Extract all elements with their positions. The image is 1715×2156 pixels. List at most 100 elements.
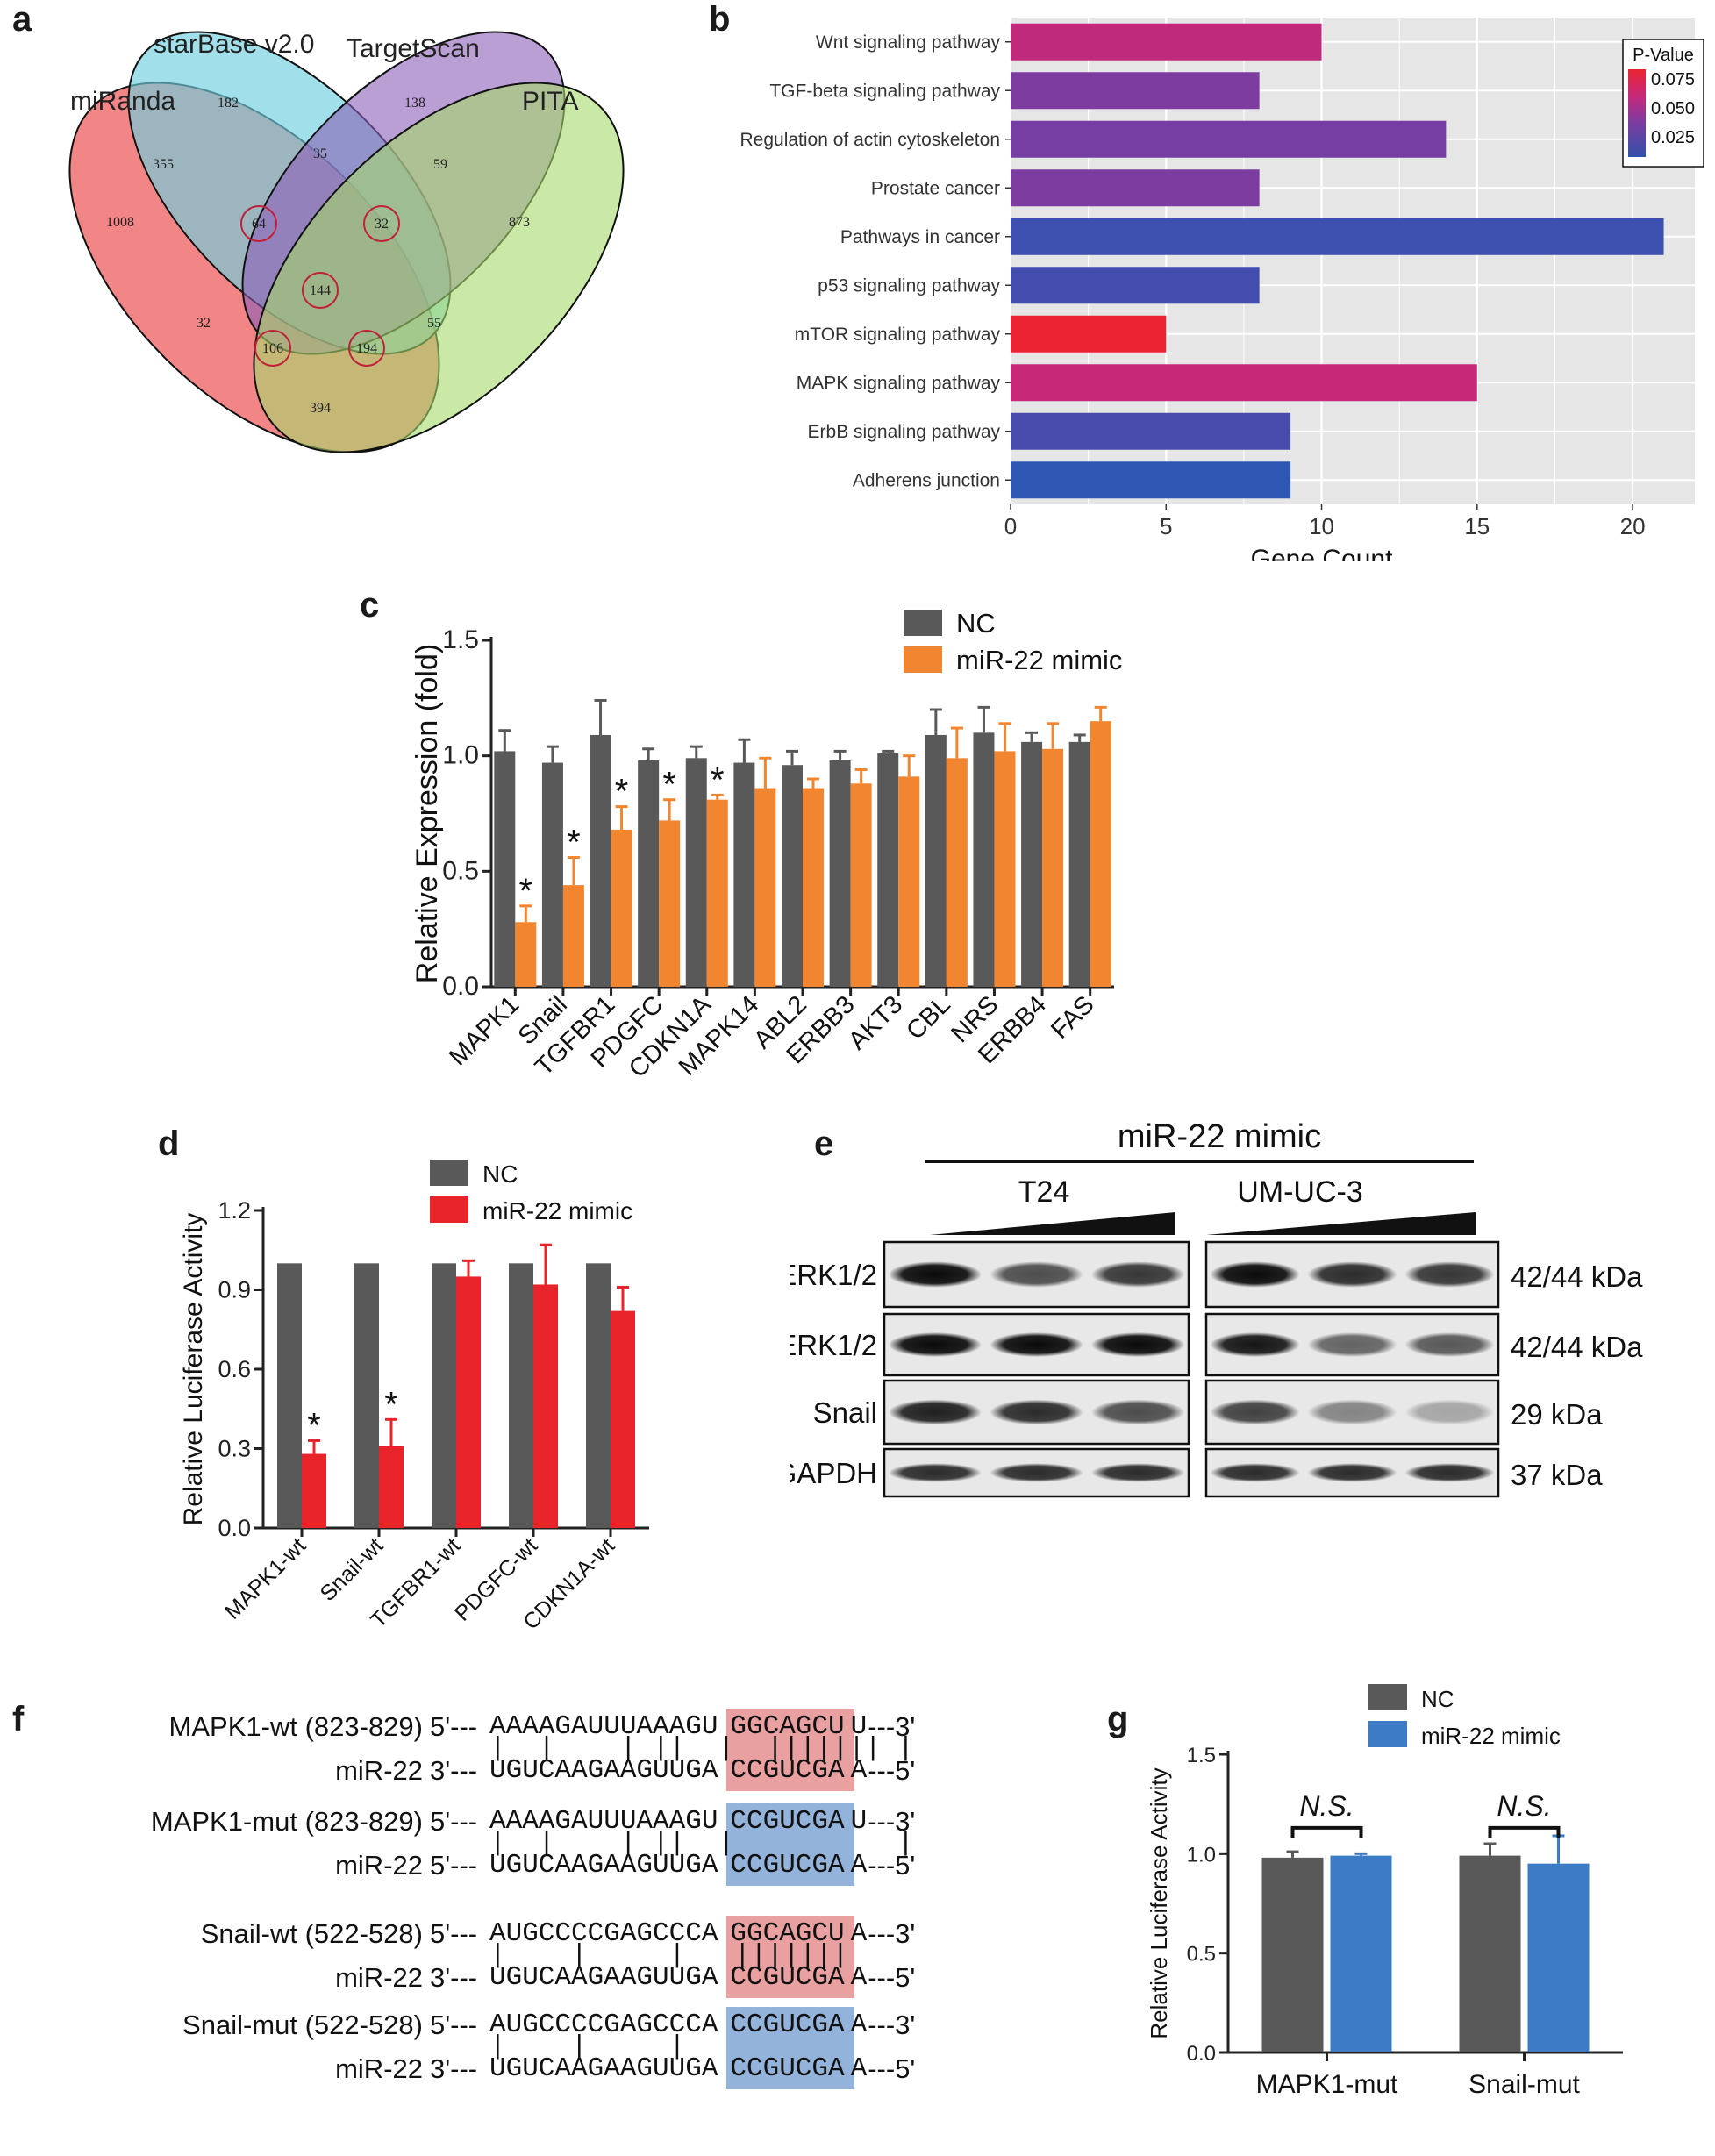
- y-axis-title: Relative Luciferase Activity: [1146, 1767, 1172, 2038]
- sequence-tail: U: [850, 1711, 868, 1742]
- blot-band: [1404, 1332, 1495, 1357]
- bar: [706, 799, 728, 987]
- sequence-prefix: 5'---: [430, 1850, 478, 1881]
- bar: [898, 776, 920, 987]
- y-tick-label: 1.0: [442, 741, 479, 770]
- bar: [590, 734, 611, 987]
- category-label: AKT3: [843, 990, 908, 1055]
- bar: [925, 734, 947, 987]
- venn-highlight-circle: [363, 205, 400, 242]
- blot-header: miR-22 mimic: [1118, 1118, 1321, 1155]
- y-tick-label: 1.5: [1187, 1744, 1216, 1767]
- seed-sequence: CCGUCGA: [730, 1806, 845, 1837]
- y-axis-title: Relative Luciferase Activity: [179, 1213, 208, 1526]
- venn-label-pita: PITA: [522, 87, 578, 116]
- blot-band: [888, 1463, 983, 1482]
- blot-size-label: 37 kDa: [1511, 1459, 1603, 1491]
- base-pairing: | | | || | ||||||| |: [489, 1733, 914, 1764]
- seed-highlight: [726, 1803, 854, 1886]
- base-pairing: | | |: [489, 2031, 914, 2062]
- blot-band: [990, 1399, 1083, 1425]
- venn-count: 106: [262, 341, 283, 356]
- bar: [1261, 1857, 1324, 2052]
- venn-highlight-circle: [348, 330, 385, 367]
- significance-marker: *: [615, 773, 629, 811]
- sequence-suffix: ---5': [868, 1962, 916, 1993]
- blot-band: [990, 1463, 1083, 1482]
- category-label: MAPK signaling pathway: [797, 373, 1001, 393]
- blot-band: [1090, 1332, 1185, 1357]
- venn-count: 138: [404, 96, 425, 111]
- panel-label-f: f: [12, 1700, 25, 1738]
- category-label: MAPK1-mut: [1256, 2070, 1398, 2099]
- legend-colorbar: [1628, 69, 1646, 157]
- sequence-prefix: 5'---: [430, 1806, 478, 1837]
- mirna-label: miR-22: [335, 1850, 423, 1881]
- sequence-label: Snail-mut (522-528): [182, 2010, 423, 2040]
- venn-count: 64: [252, 217, 266, 232]
- x-tick-label: 20: [1620, 513, 1646, 539]
- legend-label: NC: [956, 608, 996, 639]
- venn-count: 32: [197, 316, 211, 331]
- bar: [1021, 741, 1043, 987]
- mirna-seed: CCGUCGA: [730, 2053, 845, 2084]
- cell-line-label: T24: [1018, 1175, 1070, 1209]
- bar: [1011, 461, 1291, 499]
- bar: [562, 885, 584, 987]
- y-axis-title: Relative Expression (fold): [411, 644, 444, 983]
- legend-label: NC: [1421, 1686, 1454, 1712]
- y-tick-label: 0.3: [218, 1436, 251, 1462]
- significance-marker: *: [384, 1385, 398, 1424]
- venn-count: 194: [356, 341, 377, 356]
- blot-row-label: Snail: [813, 1396, 877, 1429]
- y-tick-label: 1.2: [218, 1197, 251, 1224]
- seed-highlight: [726, 1709, 854, 1791]
- sequence-tail: A: [850, 1918, 868, 1949]
- blot-band: [1307, 1399, 1397, 1425]
- legend-title: P-Value: [1633, 46, 1694, 65]
- panel-label-a: a: [12, 0, 32, 39]
- blot-band: [1404, 1399, 1495, 1425]
- bar: [850, 783, 872, 987]
- sequence-alignments: MAPK1-wt (823-829) 5'--- AAAAGAUUUAAAGU GGC…: [35, 1709, 1035, 2149]
- target-sequence: AAAAGAUUUAAAGU: [489, 1711, 718, 1742]
- venn-highlight-circle: [254, 330, 291, 367]
- bar: [494, 751, 516, 987]
- x-tick-label: 5: [1160, 513, 1172, 539]
- category-label: Snail-wt: [316, 1533, 389, 1606]
- legend-swatch: [904, 610, 942, 636]
- mirna-sequence: UGUCAAGAAGUUGA: [489, 2053, 718, 2084]
- venn-label-targetscan: TargetScan: [347, 34, 480, 63]
- bar: [533, 1284, 558, 1528]
- bar: [877, 753, 899, 987]
- blot-band: [888, 1332, 983, 1357]
- target-sequence: AUGCCCCGAGCCCA: [489, 2010, 718, 2040]
- panel-label-c: c: [360, 586, 380, 625]
- category-label: mTOR signaling pathway: [795, 325, 1001, 345]
- category-label: CBL: [901, 990, 956, 1046]
- y-tick-label: 1.5: [442, 625, 479, 654]
- blot-band: [1210, 1332, 1300, 1357]
- legend-swatch: [430, 1196, 468, 1223]
- y-tick-label: 1.0: [1187, 1843, 1216, 1867]
- western-blot: miR-22 mimic T24 UM-UC-3 p-ERK1/2 42/44 k…: [790, 1118, 1643, 1498]
- bar: [586, 1263, 611, 1528]
- bar: [1042, 748, 1064, 987]
- sequence-tail: A: [850, 1755, 868, 1786]
- bar: [302, 1453, 326, 1528]
- blot-size-label: 42/44 kDa: [1511, 1331, 1643, 1363]
- bar: [638, 760, 660, 987]
- significance-marker: *: [711, 760, 725, 799]
- venn-count: 144: [310, 283, 331, 298]
- seed-highlight: [726, 1916, 854, 1998]
- blot-band: [1210, 1261, 1300, 1288]
- blot-band: [990, 1261, 1083, 1288]
- significance-marker: *: [567, 824, 581, 862]
- bar: [1011, 364, 1477, 402]
- ns-label: N.S.: [1299, 1790, 1354, 1822]
- bar: [1330, 1855, 1392, 2052]
- sequence-suffix: ---3': [868, 1711, 916, 1742]
- category-label: Adherens junction: [853, 470, 1000, 490]
- category-label: Wnt signaling pathway: [816, 32, 1001, 53]
- y-tick-label: 0.5: [1187, 1943, 1216, 1967]
